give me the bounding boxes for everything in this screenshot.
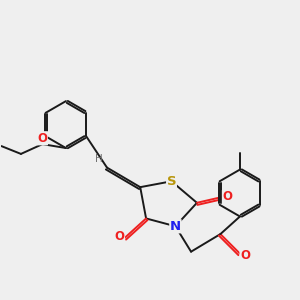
Text: S: S xyxy=(167,175,176,188)
Text: O: O xyxy=(222,190,233,203)
Text: O: O xyxy=(38,132,47,145)
Text: N: N xyxy=(170,220,181,233)
Text: H: H xyxy=(94,154,102,164)
Text: O: O xyxy=(115,230,124,243)
Text: O: O xyxy=(240,249,250,262)
